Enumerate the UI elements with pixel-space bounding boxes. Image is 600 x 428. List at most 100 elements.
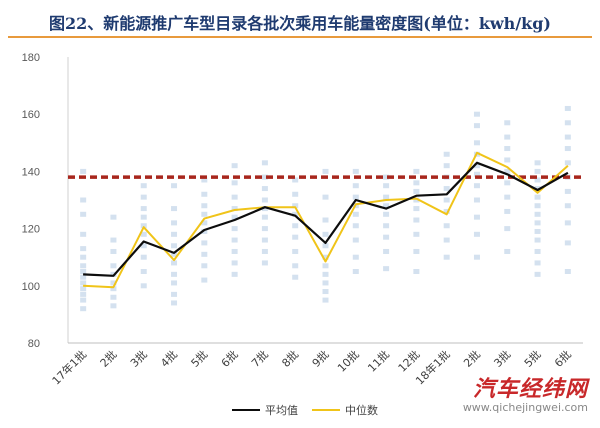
scatter-point — [504, 194, 511, 200]
scatter-point — [352, 194, 359, 200]
x-tick-label: 8批 — [279, 347, 302, 370]
scatter-point — [171, 251, 178, 257]
scatter-point — [140, 223, 147, 229]
y-axis-ticks: 80 100 120 140 160 180 — [22, 52, 40, 350]
scatter-point — [201, 240, 208, 246]
scatter-point — [504, 208, 511, 214]
scatter-point — [352, 223, 359, 229]
scatter-point — [504, 157, 511, 163]
scatter-point — [352, 183, 359, 189]
scatter-point — [473, 140, 480, 146]
scatter-point — [110, 214, 117, 220]
y-tick-label: 140 — [22, 166, 40, 178]
scatter-point — [110, 237, 117, 243]
scatter-point — [504, 146, 511, 152]
scatter-point — [564, 188, 571, 194]
scatter-point — [534, 271, 541, 277]
scatter-point — [322, 243, 329, 249]
x-tick-label: 3批 — [127, 347, 150, 370]
scatter-point — [383, 234, 390, 240]
scatter-point — [322, 217, 329, 223]
scatter-point — [292, 177, 299, 183]
series-lines — [83, 151, 569, 289]
scatter-point — [140, 183, 147, 189]
scatter-point — [80, 286, 87, 292]
scatter-point — [171, 280, 178, 286]
scatter-point — [292, 211, 299, 217]
scatter-point — [171, 183, 178, 189]
scatter-point — [413, 217, 420, 223]
scatter-point — [261, 186, 268, 192]
legend-label: 平均值 — [265, 404, 298, 417]
scatter-point — [383, 183, 390, 189]
scatter-point — [383, 266, 390, 272]
scatter-point — [443, 254, 450, 260]
scatter-point — [80, 254, 87, 260]
scatter-point — [261, 197, 268, 203]
scatter-point — [443, 163, 450, 169]
scatter-point — [383, 211, 390, 217]
scatter-point — [292, 274, 299, 280]
scatter-point — [534, 203, 541, 209]
scatter-point — [473, 163, 480, 169]
y-tick-label: 160 — [22, 109, 40, 121]
scatter-point — [534, 186, 541, 192]
scatter-point — [201, 251, 208, 257]
scatter-point — [322, 271, 329, 277]
scatter-point — [201, 263, 208, 269]
scatter-point — [504, 180, 511, 186]
scatter-point — [261, 260, 268, 266]
scatter-point — [504, 134, 511, 140]
scatter-point — [322, 280, 329, 286]
scatter-point — [473, 171, 480, 177]
scatter-point — [231, 194, 238, 200]
x-tick-label: 11批 — [365, 347, 393, 375]
scatter-point — [292, 191, 299, 197]
scatter-point — [443, 197, 450, 203]
scatter-point — [140, 243, 147, 249]
scatter-point — [171, 260, 178, 266]
scatter-point — [473, 214, 480, 220]
scatter-point — [504, 226, 511, 232]
scatter-point — [443, 151, 450, 157]
scatter-point — [110, 286, 117, 292]
scatter-point — [473, 231, 480, 237]
scatter-point — [504, 120, 511, 126]
scatter-point — [171, 231, 178, 237]
scatter-point — [322, 231, 329, 237]
scatter-point — [322, 289, 329, 295]
scatter-point — [383, 194, 390, 200]
scatter-point — [261, 214, 268, 220]
scatter-point — [140, 283, 147, 289]
scatter-point — [292, 234, 299, 240]
scatter-point — [80, 211, 87, 217]
scatter-point — [473, 111, 480, 117]
scatter-point — [80, 269, 87, 274]
scatter-point — [140, 206, 147, 212]
scatter-point — [231, 271, 238, 277]
scatter-point — [534, 220, 541, 226]
scatter-point — [201, 211, 208, 217]
x-tick-label: 17年1批 — [49, 347, 89, 387]
scatter-point — [564, 105, 571, 111]
scatter-point — [413, 206, 420, 212]
scatter-point — [322, 263, 329, 269]
scatter-point — [564, 220, 571, 226]
scatter-point — [504, 168, 511, 174]
scatter-point — [443, 186, 450, 192]
scatter-point — [564, 160, 571, 166]
scatter-point — [534, 228, 541, 234]
legend-label: 中位数 — [345, 403, 378, 417]
scatter-point — [383, 248, 390, 254]
y-tick-label: 100 — [22, 281, 40, 293]
x-tick-label: 3批 — [491, 347, 514, 370]
scatter-point — [110, 280, 117, 286]
scatter-point — [140, 194, 147, 200]
x-tick-label: 7批 — [248, 347, 271, 370]
scatter-point — [473, 197, 480, 203]
scatter-point — [80, 231, 87, 237]
scatter-point — [534, 248, 541, 254]
y-tick-label: 120 — [22, 224, 40, 236]
chart-title: 图22、新能源推广车型目录各批次乘用车能量密度图(单位：kwh/kg) — [48, 14, 552, 33]
